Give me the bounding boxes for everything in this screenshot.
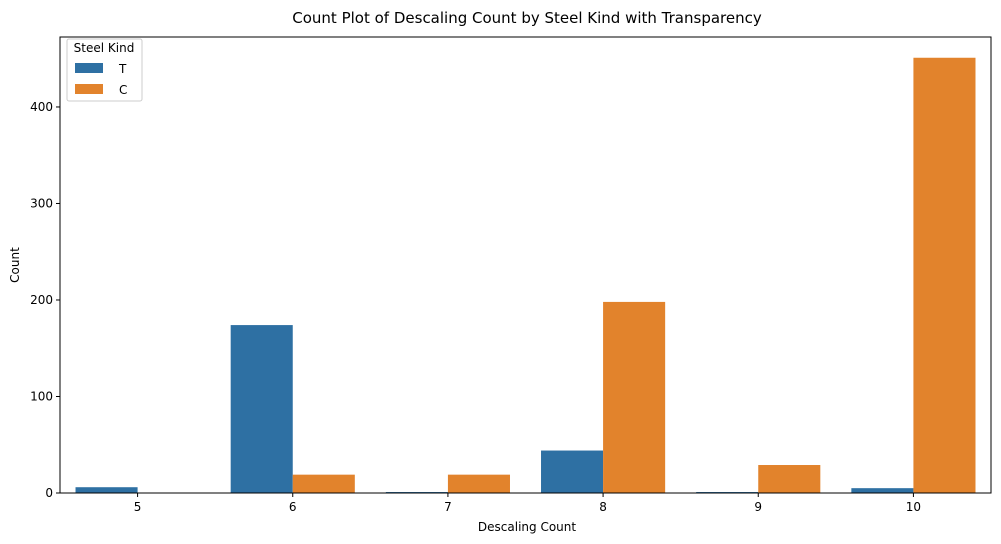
bar-T-6 <box>230 325 293 493</box>
x-tick-label: 6 <box>289 500 297 514</box>
legend-label-C: C <box>119 83 127 97</box>
x-tick-label: 9 <box>754 500 762 514</box>
chart-title: Count Plot of Descaling Count by Steel K… <box>292 9 762 27</box>
y-tick-label: 0 <box>45 486 53 500</box>
bar-T-8 <box>541 450 604 493</box>
x-tick-label: 5 <box>134 500 142 514</box>
y-axis-label: Count <box>8 247 22 283</box>
legend-items: TC <box>75 62 127 97</box>
y-tick-label: 400 <box>30 100 53 114</box>
x-tick-label: 8 <box>599 500 607 514</box>
bar-C-6 <box>292 474 355 493</box>
bar-C-8 <box>603 301 666 493</box>
x-tick-label: 7 <box>444 500 452 514</box>
bar-C-7 <box>447 474 510 493</box>
bar-T-5 <box>75 487 138 493</box>
y-tick-label: 300 <box>30 196 53 210</box>
y-tick-label: 200 <box>30 293 53 307</box>
y-axis: 0 100 200 300 400 <box>30 100 60 500</box>
plot-frame <box>59 36 992 494</box>
legend-title: Steel Kind <box>74 41 135 55</box>
legend: Steel Kind TC <box>66 38 143 102</box>
bar-T-10 <box>851 488 914 493</box>
bar-C-10 <box>913 57 976 493</box>
y-tick-label: 100 <box>30 389 53 403</box>
x-tick-label: 10 <box>906 500 921 514</box>
x-axis-label: Descaling Count <box>478 520 576 534</box>
bars-group <box>75 57 976 493</box>
bar-C-9 <box>758 465 821 493</box>
x-axis: 5 6 7 8 9 10 <box>134 493 921 514</box>
legend-swatch-C <box>75 84 103 94</box>
legend-swatch-T <box>75 63 103 73</box>
legend-label-T: T <box>118 62 127 76</box>
